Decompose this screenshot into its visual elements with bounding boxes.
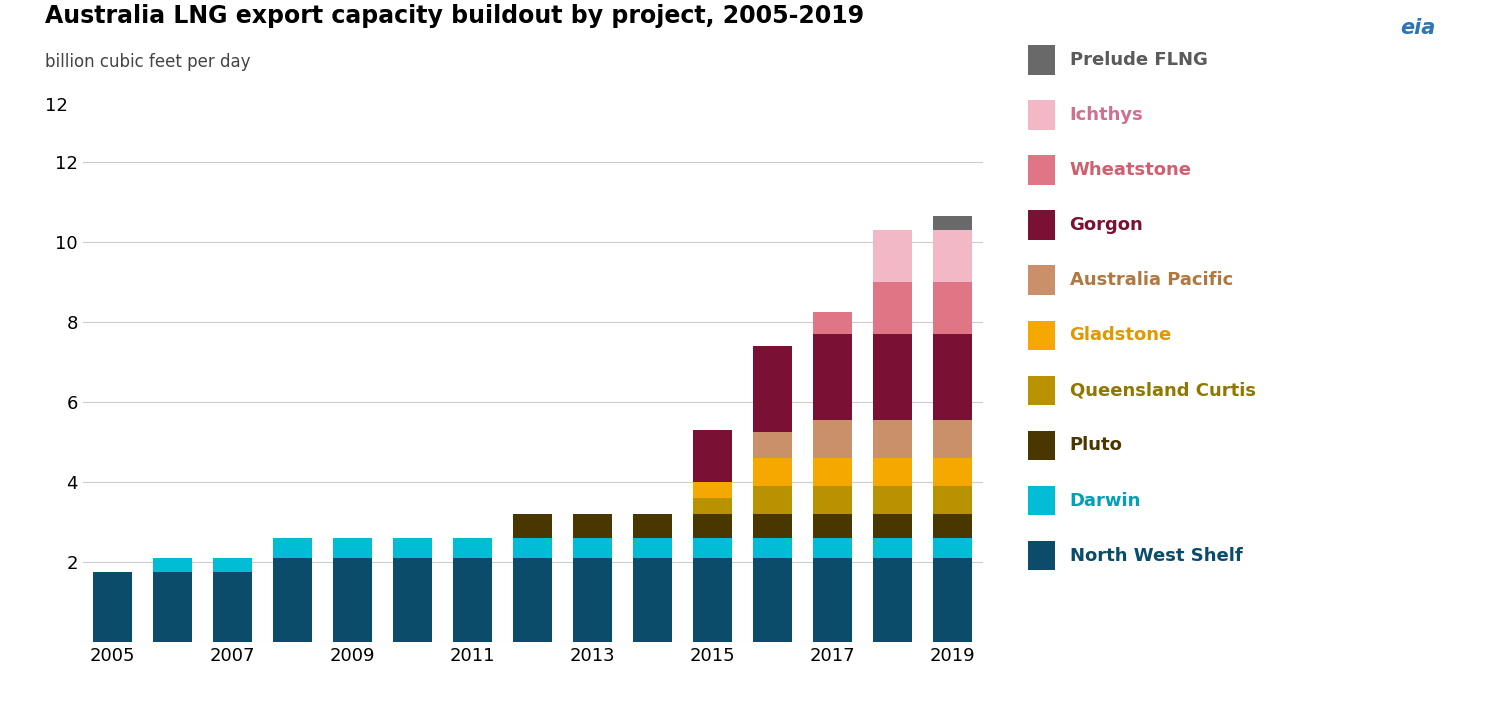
Bar	[933, 230, 972, 282]
Bar	[933, 335, 972, 420]
Bar	[873, 486, 912, 515]
Bar	[813, 539, 852, 558]
Text: Wheatstone: Wheatstone	[1070, 161, 1191, 179]
Bar	[693, 558, 732, 642]
Text: Gorgon: Gorgon	[1070, 216, 1143, 234]
Bar	[813, 486, 852, 515]
Bar	[753, 432, 792, 458]
Bar	[753, 347, 792, 432]
Bar	[633, 558, 672, 642]
Bar	[153, 558, 192, 573]
Text: eia: eia	[1400, 18, 1435, 37]
Bar	[273, 558, 312, 642]
Bar	[933, 558, 972, 642]
Bar	[633, 515, 672, 539]
Bar	[273, 539, 312, 558]
Bar	[213, 573, 252, 642]
Bar	[693, 482, 732, 498]
Bar	[873, 420, 912, 458]
Bar	[933, 486, 972, 515]
Bar	[153, 573, 192, 642]
Bar	[393, 558, 432, 642]
Bar	[753, 515, 792, 539]
Text: Australia LNG export capacity buildout by project, 2005-2019: Australia LNG export capacity buildout b…	[45, 4, 864, 28]
Bar	[753, 486, 792, 515]
Text: billion cubic feet per day: billion cubic feet per day	[45, 53, 251, 71]
Text: Ichthys: Ichthys	[1070, 106, 1143, 124]
Text: 12: 12	[45, 97, 68, 115]
Text: Australia Pacific: Australia Pacific	[1070, 271, 1233, 289]
Bar	[573, 515, 612, 539]
Bar	[693, 498, 732, 515]
Bar	[513, 515, 552, 539]
Bar	[933, 420, 972, 458]
Bar	[933, 515, 972, 539]
Bar	[633, 539, 672, 558]
Bar	[333, 558, 372, 642]
Bar	[393, 539, 432, 558]
Text: Prelude FLNG: Prelude FLNG	[1070, 51, 1208, 69]
Bar	[873, 230, 912, 282]
Bar	[933, 539, 972, 558]
Bar	[753, 558, 792, 642]
Bar	[933, 458, 972, 486]
Bar	[333, 539, 372, 558]
Bar	[693, 515, 732, 539]
Bar	[873, 335, 912, 420]
Text: Darwin: Darwin	[1070, 491, 1142, 510]
Bar	[813, 515, 852, 539]
Text: Queensland Curtis: Queensland Curtis	[1070, 381, 1256, 400]
Bar	[693, 539, 732, 558]
Bar	[753, 539, 792, 558]
Bar	[873, 458, 912, 486]
Bar	[213, 558, 252, 573]
Bar	[933, 282, 972, 335]
Bar	[873, 515, 912, 539]
Bar	[873, 282, 912, 335]
Bar	[693, 431, 732, 482]
Bar	[873, 539, 912, 558]
Bar	[753, 458, 792, 486]
Text: Pluto: Pluto	[1070, 436, 1122, 455]
Bar	[813, 312, 852, 335]
Bar	[813, 558, 852, 642]
Bar	[573, 558, 612, 642]
Bar	[573, 539, 612, 558]
Bar	[813, 420, 852, 458]
Text: North West Shelf: North West Shelf	[1070, 546, 1242, 565]
Bar	[813, 335, 852, 420]
Bar	[513, 558, 552, 642]
Bar	[933, 216, 972, 230]
Text: Gladstone: Gladstone	[1070, 326, 1172, 345]
Bar	[453, 558, 492, 642]
Bar	[453, 539, 492, 558]
Bar	[513, 539, 552, 558]
Bar	[813, 458, 852, 486]
Bar	[873, 558, 912, 642]
Bar	[93, 573, 132, 642]
